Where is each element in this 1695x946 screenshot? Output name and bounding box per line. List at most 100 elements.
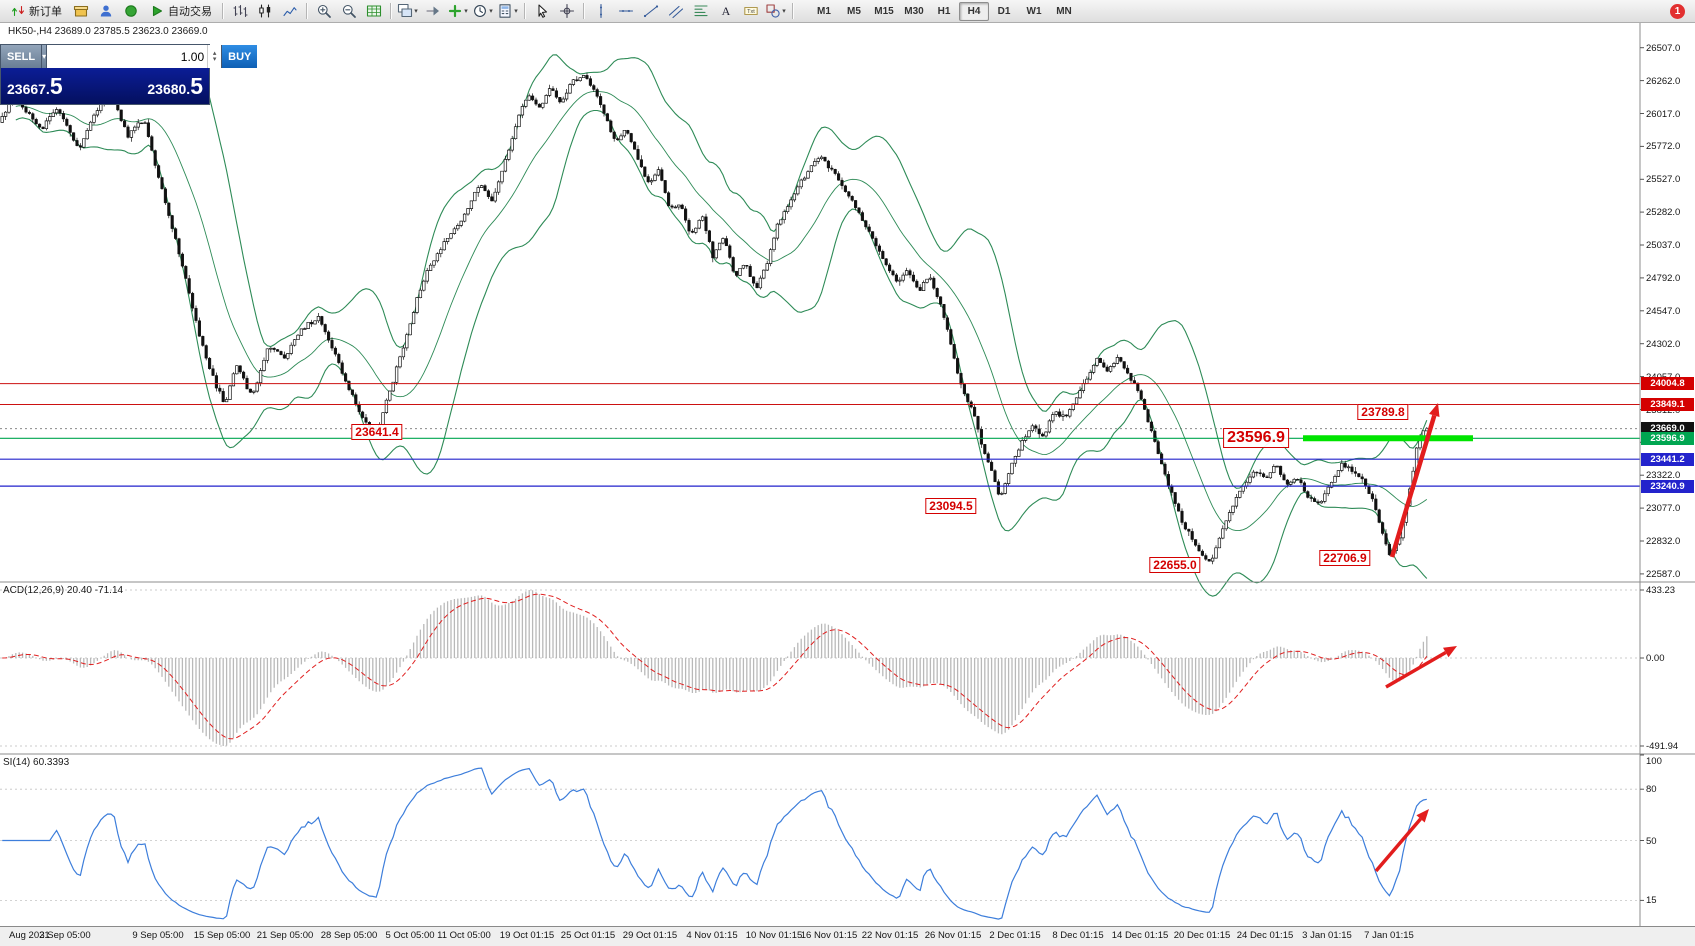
toolbar-button-label: 新订单 (29, 6, 62, 18)
time-label: 9 Sep 05:00 (132, 930, 184, 941)
chevron-down-icon: ▾ (514, 8, 518, 15)
candles-icon (258, 4, 270, 18)
time-label: 10 Nov 01:15 (745, 930, 803, 941)
vline-icon (599, 3, 602, 19)
chevron-down-icon: ▾ (464, 8, 468, 15)
rsi-line (2, 767, 1427, 920)
timeframe-w1-button[interactable]: W1 (1026, 5, 1042, 17)
time-label: 24 Dec 01:15 (1236, 930, 1294, 941)
toolbar-separator (792, 3, 793, 19)
time-label: 26 Nov 01:15 (924, 930, 982, 941)
chevron-down-icon: ▾ (414, 8, 418, 15)
time-label: 11 Oct 05:00 (437, 930, 491, 941)
chevron-down-icon: ▾ (42, 52, 47, 61)
plus-icon (449, 4, 462, 18)
periods-button[interactable]: ▾ (471, 1, 494, 21)
macd-signal-line (2, 593, 1428, 740)
data-window-button[interactable] (94, 1, 117, 21)
cursor-button[interactable] (530, 1, 553, 21)
channel-icon (668, 5, 683, 19)
grid-icon (366, 5, 381, 17)
spinner-up-icon[interactable]: ▴ (212, 49, 217, 57)
tile-windows-button[interactable] (362, 1, 385, 21)
horizontal-line-button[interactable] (614, 1, 637, 21)
trend-arrow-rsi[interactable] (1374, 809, 1429, 873)
zoom-in-button[interactable] (312, 1, 335, 21)
navigator-button[interactable] (119, 1, 142, 21)
time-label: 28 Sep 05:00 (320, 930, 378, 941)
toolbar-separator (583, 3, 584, 19)
timeframe-m30-button[interactable]: M30 (904, 5, 924, 17)
new-order-button[interactable]: 新订单 (5, 1, 67, 21)
trendline-button[interactable] (639, 1, 662, 21)
rsi-indicator-label: SI(14) 60.3393 (3, 757, 70, 768)
time-label: 8 Dec 01:15 (1052, 930, 1104, 941)
cursor-icon (537, 4, 547, 18)
arrange-windows-button[interactable]: ▾ (396, 1, 419, 21)
channel-button[interactable] (664, 1, 687, 21)
neworder-icon (12, 5, 24, 17)
crosshair-icon (559, 3, 574, 19)
chart-shift-button[interactable] (421, 1, 444, 21)
textT-icon: Txt (743, 6, 758, 16)
time-label: 3 Sep 05:00 (39, 930, 91, 941)
macd-indicator-label: ACD(12,26,9) 20.40 -71.14 (3, 585, 124, 596)
time-label: 16 Nov 01:15 (800, 930, 858, 941)
hline-icon (618, 10, 633, 12)
volume-stepper[interactable]: ▴▾ (47, 45, 223, 68)
zoomin-icon (317, 4, 331, 18)
vertical-line-button[interactable] (589, 1, 612, 21)
time-label: 7 Jan 01:15 (1364, 930, 1414, 941)
timeframe-mn-button[interactable]: MN (1056, 5, 1072, 17)
spinner-down-icon[interactable]: ▾ (212, 55, 217, 63)
line-chart-button[interactable] (278, 1, 301, 21)
sell-button[interactable]: SELL (1, 45, 43, 68)
shapes-icon (766, 4, 780, 18)
timeframe-d1-button[interactable]: D1 (997, 5, 1011, 17)
cascade-icon (398, 3, 413, 18)
textA-icon: A (721, 4, 730, 18)
new-chart-button[interactable]: ▾ (446, 1, 469, 21)
time-label: 14 Dec 01:15 (1111, 930, 1169, 941)
time-label: 19 Oct 01:15 (499, 930, 555, 941)
linechart-icon (282, 7, 297, 17)
text-button[interactable]: A (714, 1, 737, 21)
toolbar-separator (222, 3, 223, 19)
order-options-dropdown[interactable]: ▾ (42, 45, 48, 68)
time-label: 5 Oct 05:00 (385, 930, 435, 941)
fibonacci-button[interactable] (689, 1, 712, 21)
crosshair-button[interactable] (555, 1, 578, 21)
trade-panel-controls: SELL ▾ ▴▾ BUY (0, 44, 258, 68)
one-click-trading-panel: SELL ▾ ▴▾ BUY 23667.5 23680.5 (0, 44, 258, 105)
indicators-button[interactable]: ▾ (496, 1, 519, 21)
clock-icon (474, 5, 487, 17)
bollinger-upper-band (15, 54, 1428, 489)
timeframe-m1-button[interactable]: M1 (817, 5, 831, 17)
zoom-out-button[interactable] (337, 1, 360, 21)
candlestick-chart-button[interactable] (253, 1, 276, 21)
bars-icon (232, 4, 248, 18)
market-watch-button[interactable] (69, 1, 92, 21)
toolbar: 新订单 自动交易 ▾ ▾ ▾ ▾ A Txt ▾ M1 M5 M15 M30 H1 H4 D1 W1 MN 1 (0, 0, 1695, 23)
time-label: 21 Sep 05:00 (256, 930, 314, 941)
buy-price: 23680.5 (147, 73, 203, 99)
auto-trading-button[interactable]: 自动交易 (144, 1, 217, 21)
timeframe-h1-button[interactable]: H1 (937, 5, 951, 17)
trend-arrow-main[interactable] (1389, 403, 1440, 558)
package-icon (73, 5, 88, 17)
shapes-button[interactable]: ▾ (764, 1, 787, 21)
buy-button[interactable]: BUY (222, 45, 258, 68)
volume-spinner[interactable]: ▴ ▾ (207, 45, 221, 68)
time-label: 25 Oct 01:15 (560, 930, 616, 941)
volume-input[interactable] (47, 45, 208, 68)
notification-badge[interactable]: 1 (1670, 3, 1685, 19)
label-button[interactable]: Txt (739, 1, 762, 21)
trend-arrow-macd[interactable] (1385, 646, 1457, 689)
chevron-down-icon: ▾ (782, 8, 786, 15)
timeframe-h4-button[interactable]: H4 (959, 1, 989, 21)
bar-chart-button[interactable] (228, 1, 251, 21)
chart-background (0, 22, 1695, 945)
timeframe-m5-button[interactable]: M5 (847, 5, 861, 17)
timeframe-m15-button[interactable]: M15 (874, 5, 894, 17)
